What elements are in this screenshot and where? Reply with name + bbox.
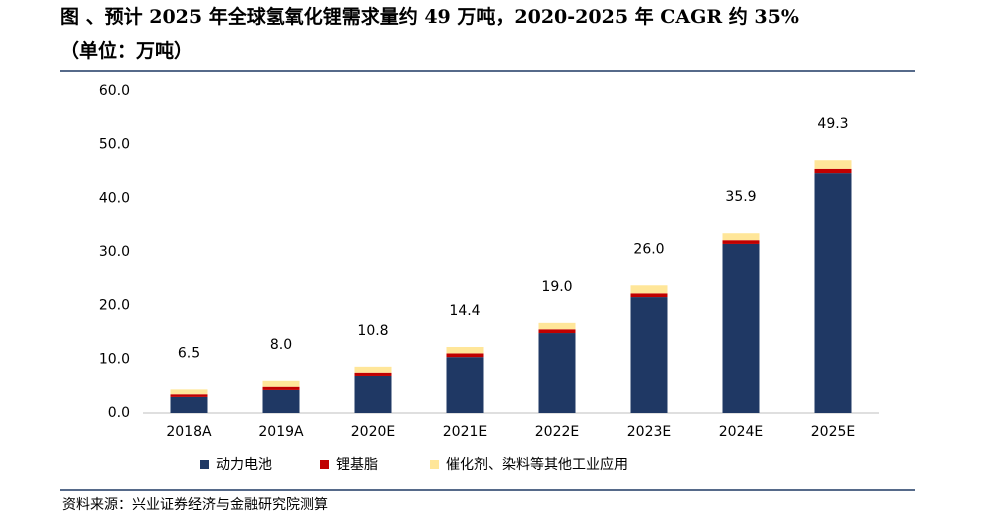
bar-segment bbox=[538, 329, 576, 334]
y-tick-label: 10.0 bbox=[99, 351, 130, 367]
bar-segment bbox=[814, 173, 852, 413]
bar-segment bbox=[630, 293, 668, 298]
total-label: 8.0 bbox=[270, 337, 292, 353]
bar-segment bbox=[446, 353, 484, 358]
bar-segment bbox=[170, 396, 208, 413]
total-label: 35.9 bbox=[725, 189, 756, 205]
bar-segment bbox=[722, 240, 760, 244]
chart-title: 图 、预计 2025 年全球氢氧化锂需求量约 49 万吨，2020-2025 年… bbox=[60, 5, 799, 28]
x-tick-label: 2023E bbox=[627, 424, 671, 440]
bar-segment bbox=[814, 160, 852, 169]
legend-label: 锂基脂 bbox=[336, 456, 378, 473]
y-tick-label: 40.0 bbox=[99, 190, 130, 206]
bar-segment bbox=[722, 233, 760, 241]
x-tick-label: 2019A bbox=[258, 424, 304, 440]
bar-segment bbox=[722, 243, 760, 413]
chart-subtitle: （单位：万吨） bbox=[60, 39, 193, 62]
total-label: 14.4 bbox=[449, 303, 480, 319]
legend-swatch bbox=[200, 460, 209, 469]
total-label: 26.0 bbox=[633, 241, 664, 257]
x-tick-label: 2020E bbox=[351, 424, 395, 440]
total-label: 10.8 bbox=[357, 323, 388, 339]
bar-segment bbox=[446, 357, 484, 413]
bar-segment bbox=[262, 389, 300, 413]
y-tick-label: 0.0 bbox=[108, 405, 130, 421]
total-label: 19.0 bbox=[541, 279, 572, 295]
bar-segment bbox=[170, 389, 208, 395]
y-tick-label: 20.0 bbox=[99, 298, 130, 314]
x-tick-label: 2025E bbox=[811, 424, 855, 440]
source-note: 资料来源：兴业证券经济与金融研究院测算 bbox=[62, 497, 328, 513]
legend-swatch bbox=[320, 460, 329, 469]
bar-segment bbox=[354, 366, 392, 373]
y-tick-label: 50.0 bbox=[99, 137, 130, 153]
bar-segment bbox=[262, 386, 300, 390]
bar-segment bbox=[538, 333, 576, 413]
legend-swatch bbox=[430, 460, 439, 469]
bar-segment bbox=[630, 297, 668, 413]
bar-segment bbox=[354, 375, 392, 413]
bar-segment bbox=[170, 394, 208, 397]
y-tick-label: 60.0 bbox=[99, 83, 130, 99]
x-tick-label: 2022E bbox=[535, 424, 579, 440]
bar-segment bbox=[354, 372, 392, 376]
x-tick-label: 2018A bbox=[166, 424, 212, 440]
bar-segment bbox=[814, 168, 852, 174]
bar-segment bbox=[446, 346, 484, 354]
x-tick-label: 2024E bbox=[719, 424, 763, 440]
y-tick-label: 30.0 bbox=[99, 244, 130, 260]
x-tick-label: 2021E bbox=[443, 424, 487, 440]
total-label: 6.5 bbox=[178, 345, 200, 361]
bar-segment bbox=[630, 285, 668, 294]
bar-segment bbox=[538, 322, 576, 330]
bar-segment bbox=[262, 380, 300, 387]
legend-label: 催化剂、染料等其他工业应用 bbox=[446, 456, 628, 473]
legend-label: 动力电池 bbox=[216, 457, 272, 473]
total-label: 49.3 bbox=[817, 116, 848, 132]
